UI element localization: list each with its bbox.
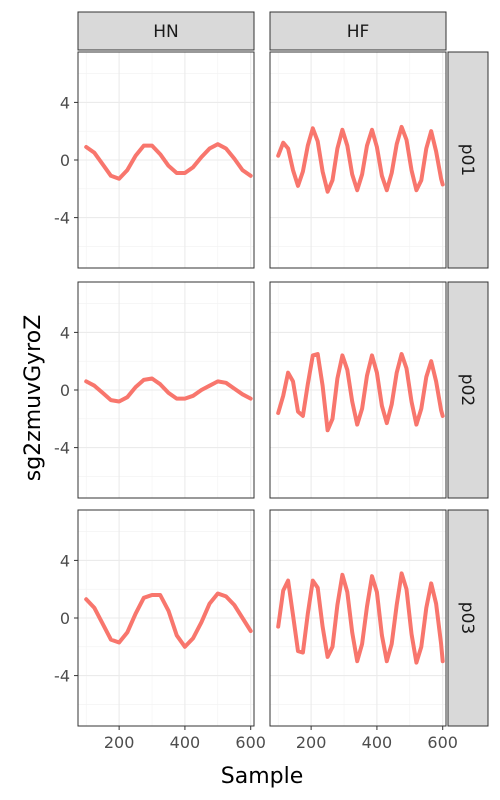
panel-p03-HN — [77, 509, 255, 727]
panel-border — [269, 509, 447, 727]
series-line-p02-HF — [276, 352, 445, 433]
strip-label-p03: p03 — [457, 602, 477, 634]
series-line-p01-HN — [84, 142, 253, 181]
panel-p02-HF — [269, 281, 447, 499]
strip-label-HF: HF — [347, 22, 370, 42]
x-tick-label: 600 — [235, 733, 266, 752]
panel-p03-HF — [269, 509, 447, 727]
x-tick-label: 200 — [104, 733, 135, 752]
strip-p01 — [447, 51, 489, 269]
panel-border — [269, 281, 447, 499]
x-tick-label: 400 — [170, 733, 201, 752]
x-axis-title: Sample — [221, 764, 304, 789]
series-line-p03-HN — [84, 591, 253, 649]
y-tick-label: 0 — [60, 381, 70, 400]
x-tick-label: 200 — [296, 733, 327, 752]
strip-p02 — [447, 281, 489, 499]
y-tick-label: -4 — [54, 667, 70, 686]
y-tick-label: 0 — [60, 609, 70, 628]
panel-p01-HN — [77, 51, 255, 269]
strip-label-p01: p01 — [457, 144, 477, 176]
y-tick-label: -4 — [54, 209, 70, 228]
strip-label-HN: HN — [153, 22, 179, 42]
x-tick-label: 600 — [427, 733, 458, 752]
series-line-p02-HN — [84, 376, 253, 404]
y-tick-label: 4 — [60, 551, 70, 570]
y-tick-label: 0 — [60, 151, 70, 170]
y-tick-label: 4 — [60, 323, 70, 342]
panel-p01-HF — [269, 51, 447, 269]
series-line-p01-HF — [276, 124, 445, 194]
panel-border — [269, 51, 447, 269]
strip-label-p02: p02 — [457, 374, 477, 406]
strip-HN — [77, 11, 255, 51]
y-tick-label: -4 — [54, 439, 70, 458]
y-axis-title: sg2zmuvGyroZ — [21, 315, 46, 482]
panel-p02-HN — [77, 281, 255, 499]
strip-p03 — [447, 509, 489, 727]
x-tick-label: 400 — [362, 733, 393, 752]
series-line-p03-HF — [276, 571, 445, 665]
y-tick-label: 4 — [60, 93, 70, 112]
strip-HF — [269, 11, 447, 51]
